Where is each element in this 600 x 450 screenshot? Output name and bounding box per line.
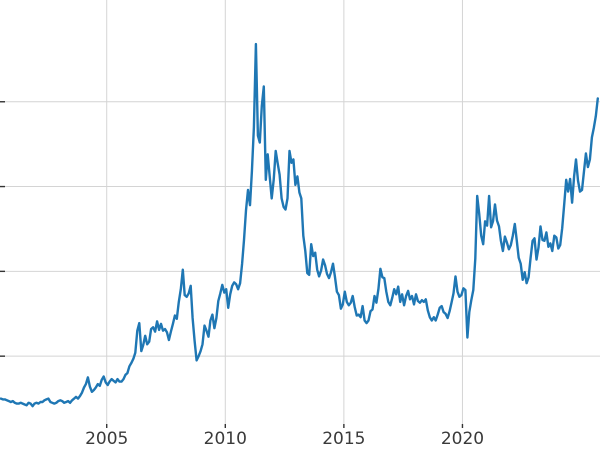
x-tick-label: 2015 xyxy=(322,429,365,449)
x-tick-label: 2010 xyxy=(204,429,247,449)
x-tick-label: 2020 xyxy=(441,429,484,449)
x-tick-label: 2005 xyxy=(85,429,128,449)
price-line xyxy=(0,42,599,408)
